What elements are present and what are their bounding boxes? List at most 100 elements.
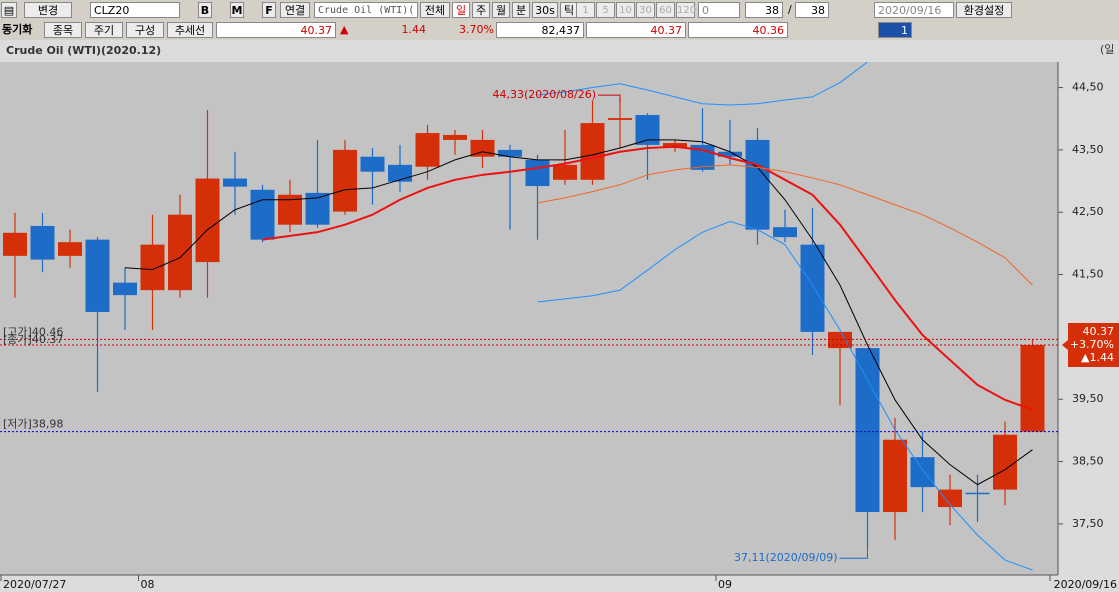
high-annotation: 44,33(2020/08/26) (493, 88, 596, 101)
last-badge-text: +3.70% (1070, 338, 1114, 351)
y-tick-label: 42,50 (1072, 205, 1104, 218)
y-tick-label: 39,50 (1072, 392, 1104, 405)
x-tick-label: 08 (141, 578, 155, 591)
candle-body (250, 189, 275, 240)
separator: / (788, 3, 792, 16)
candle-body (140, 244, 165, 291)
last-badge-text: 40.37 (1083, 325, 1115, 338)
candle-body (388, 164, 412, 182)
candle-body (773, 227, 797, 238)
y-tick-label: 38,50 (1072, 455, 1104, 468)
ask: 40.37 (586, 22, 686, 38)
candle-body (525, 159, 550, 187)
link-button[interactable]: 연결 (280, 2, 310, 18)
candle-body (580, 123, 605, 180)
bid: 40.36 (688, 22, 788, 38)
candle-body (965, 492, 990, 495)
candle-body (85, 239, 110, 312)
sync-label: 동기화 (2, 23, 33, 36)
plot-area (0, 62, 1058, 575)
zero-field: 0 (698, 2, 740, 18)
volume: 82,437 (496, 22, 584, 38)
tab-button[interactable]: 추세선 (167, 22, 213, 38)
candle-body (553, 164, 577, 180)
candle-body (195, 178, 220, 263)
y-tick-label: 43,50 (1072, 143, 1104, 156)
interval-button[interactable]: 10 (616, 2, 635, 18)
axis-unit: (일 (1100, 42, 1114, 56)
x-tick-label: 2020/07/27 (3, 578, 66, 591)
candle-body (333, 149, 357, 212)
change-arrow: ▲ (340, 23, 349, 36)
settings-button[interactable]: 환경설정 (956, 2, 1012, 18)
period-button[interactable]: 월 (492, 2, 510, 18)
interval-button[interactable]: 30 (636, 2, 655, 18)
candle-body (608, 118, 632, 120)
period-button[interactable]: 30s (532, 2, 558, 18)
price-line-label: [고가]40.46 (3, 325, 63, 338)
candle-body (718, 151, 742, 157)
menu-icon[interactable]: ▤ (1, 2, 17, 18)
candle-body (360, 156, 385, 172)
chart-title: Crude Oil (WTI)(2020.12) (6, 44, 161, 57)
price: 40.37 (216, 22, 336, 38)
candle-body (415, 133, 440, 167)
change: 1.44 (401, 23, 427, 36)
price-line-label: [저가]38,98 (3, 418, 63, 431)
window-select[interactable]: 1 (878, 22, 912, 38)
b-button[interactable]: B (198, 2, 212, 18)
price-line-label: [종가]40.37 (3, 333, 63, 346)
tab-button[interactable]: 주기 (85, 22, 123, 38)
period-button[interactable]: 일 (452, 2, 470, 18)
period-button[interactable]: 분 (512, 2, 530, 18)
last-badge-text: ▲1.44 (1081, 351, 1114, 364)
candle-body (223, 178, 247, 187)
f-button[interactable]: F (262, 2, 276, 18)
total-field: 38 (795, 2, 829, 18)
candle-body (883, 439, 907, 513)
change-button[interactable]: 변경 (24, 2, 72, 18)
low-annotation: 37,11(2020/09/09) (734, 551, 837, 564)
tab-button[interactable]: 종목 (44, 22, 82, 38)
candle-body (1020, 344, 1045, 432)
candle-body (745, 139, 770, 230)
candle-body (30, 225, 55, 260)
indicator-line (537, 221, 1033, 571)
indicator-line (124, 139, 1033, 486)
interval-button[interactable]: 120 (676, 2, 696, 18)
candle-body (828, 331, 852, 349)
candle-body (910, 457, 935, 488)
candle-body (993, 434, 1017, 490)
low-arrow (839, 548, 868, 559)
all-button[interactable]: 전체 (420, 2, 450, 18)
name-field: Crude Oil (WTI)( (314, 2, 418, 18)
interval-button[interactable]: 5 (596, 2, 615, 18)
candle-body (58, 242, 82, 256)
plot (3, 62, 1045, 571)
candle-body (168, 214, 192, 291)
candle-body (855, 348, 880, 513)
candle-body (498, 149, 522, 157)
count-field: 38 (745, 2, 783, 18)
date-field[interactable]: 2020/09/16 (874, 2, 954, 18)
candle-body (800, 244, 825, 332)
tab-button[interactable]: 구성 (126, 22, 164, 38)
last-badge (1062, 322, 1119, 367)
x-tick-label: 2020/09/16 (1054, 578, 1117, 591)
candle-body (113, 282, 137, 296)
rate: 3.70% (459, 23, 494, 36)
chart: Crude Oil (WTI)(2020.12) (일 44,50 43,50 42… (0, 40, 1119, 592)
period-button[interactable]: 주 (472, 2, 490, 18)
high-arrow (598, 94, 621, 102)
interval-button[interactable]: 1 (576, 2, 595, 18)
m-button[interactable]: M (230, 2, 244, 18)
code-input[interactable]: CLZ20 (90, 2, 180, 18)
candle-body (938, 489, 962, 508)
candle-body (663, 143, 687, 149)
indicator-line (537, 164, 1033, 286)
interval-button[interactable]: 60 (656, 2, 675, 18)
candle-body (3, 232, 27, 256)
y-tick-label: 44,50 (1072, 81, 1104, 94)
y-tick-label: 37,50 (1072, 517, 1104, 530)
